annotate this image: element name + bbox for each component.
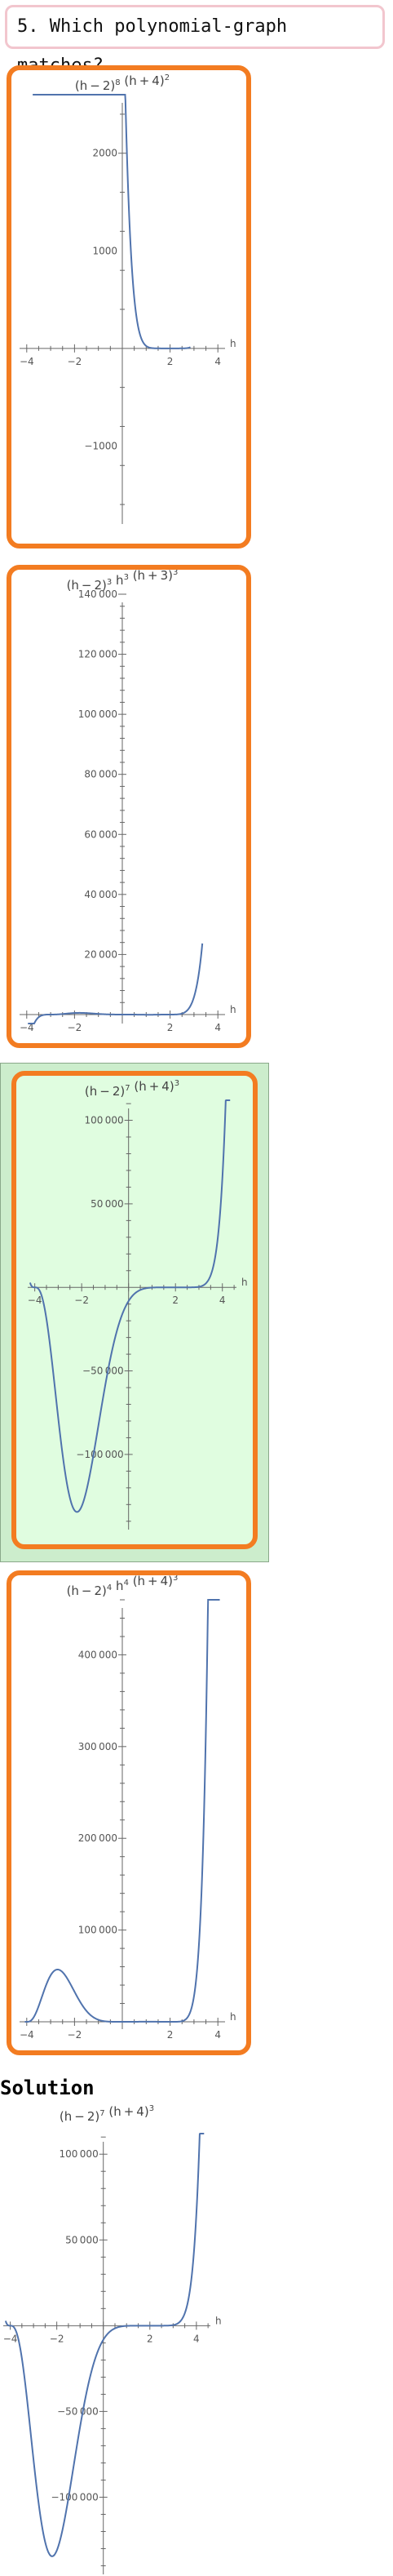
y-tick-label: 200 000	[78, 1832, 117, 1844]
y-tick-label: 100 000	[84, 1115, 123, 1126]
x-tick-label: 4	[214, 1022, 221, 1033]
graph-solution: (h − 2)7 (h + 4)3 −4 −2 2 4 h −100 000 −50 000 5…	[3, 2104, 222, 2574]
x-axis-label: h	[230, 2011, 236, 2023]
y-tick-label: 100 000	[78, 1925, 117, 1936]
y-tick-label: 100 000	[78, 708, 117, 720]
graph-title: (h − 2)4 h4 (h + 4)3	[67, 1575, 179, 1598]
x-tick-label: 4	[193, 2333, 200, 2344]
question-prompt: 5. Which polynomial-graph matches?	[5, 5, 385, 76]
x-tick-label: 4	[214, 2029, 221, 2041]
function-curve	[24, 1599, 220, 2023]
x-tick-label: −4	[28, 1295, 42, 1306]
x-tick-label: 2	[167, 2029, 174, 2041]
x-axis-label: h	[230, 1004, 236, 1015]
solution-heading: Solution	[0, 2076, 95, 2099]
y-tick-label: 1000	[92, 245, 117, 256]
y-tick-label: 140 000	[78, 588, 117, 600]
x-tick-label: −4	[3, 2333, 18, 2344]
function-curve	[33, 94, 191, 349]
x-tick-label: −4	[20, 2029, 34, 2041]
x-tick-label: −4	[20, 1022, 34, 1033]
x-tick-label: 2	[172, 1295, 179, 1306]
graph-title: (h − 2)7 (h + 4)3	[60, 2104, 154, 2124]
x-tick-label: −4	[20, 356, 34, 367]
x-tick-label: 2	[167, 356, 174, 367]
graph-option-4: (h − 2)4 h4 (h + 4)3 −4 −2 2 4h 100 000 200 00…	[20, 1575, 236, 2041]
function-curve	[4, 2133, 205, 2557]
x-tick-label: −2	[68, 1022, 82, 1033]
option-3-selected[interactable]: (h − 2)7 (h + 4)3 −4 −2 2 4 h −100 000 −50 000 5…	[11, 1071, 258, 1549]
y-tick-label: −100 000	[76, 1449, 123, 1460]
y-tick-label: −100 000	[51, 2491, 98, 2503]
y-tick-label: 20 000	[84, 948, 117, 960]
x-tick-label: 4	[219, 1295, 226, 1306]
graph-option-3: (h − 2)7 (h + 4)3 −4 −2 2 4 h −100 000 −50 000 5…	[28, 1079, 248, 1530]
y-tick-label: 50 000	[91, 1198, 124, 1210]
x-axis-label: h	[241, 1277, 248, 1288]
x-tick-label: −2	[68, 356, 82, 367]
y-tick-label: −50 000	[82, 1366, 124, 1377]
x-tick-label: −2	[68, 2029, 82, 2041]
x-tick-label: −2	[74, 1295, 89, 1306]
graph-title: (h − 2)3 h3 (h + 3)3	[67, 570, 179, 593]
y-tick-label: −1000	[84, 440, 117, 451]
function-curve	[28, 943, 204, 1024]
graph-title: (h − 2)8 (h + 4)2	[75, 73, 170, 93]
option-1[interactable]: (h − 2)8 (h + 4)2 −4 −2 2 4 h −1000 1000 2000	[7, 65, 251, 549]
y-tick-label: 50 000	[65, 2234, 99, 2245]
y-tick-label: 60 000	[84, 828, 117, 840]
y-tick-label: −50 000	[57, 2405, 99, 2417]
graph-option-2: (h − 2)3 h3 (h + 3)3 −4 −2 2 4h 20 000 40 000 6…	[20, 570, 236, 1033]
x-tick-label: 2	[167, 1022, 174, 1033]
x-axis-label: h	[230, 338, 236, 349]
y-tick-label: 300 000	[78, 1741, 117, 1752]
graph-title: (h − 2)7 (h + 4)3	[85, 1079, 179, 1099]
x-tick-label: 4	[214, 356, 221, 367]
y-tick-label: 120 000	[78, 649, 117, 660]
y-tick-label: 2000	[92, 148, 117, 159]
y-tick-label: 400 000	[78, 1649, 117, 1660]
graph-option-1: (h − 2)8 (h + 4)2 −4 −2 2 4h −1000 1000 2000	[20, 73, 236, 524]
x-tick-label: −2	[50, 2333, 64, 2344]
y-tick-label: 80 000	[84, 769, 117, 780]
x-axis-label: h	[215, 2315, 222, 2326]
function-curve	[29, 1099, 231, 1513]
option-4[interactable]: (h − 2)4 h4 (h + 4)3 −4 −2 2 4 h 100 000 200 00…	[7, 1570, 251, 2055]
y-tick-label: 100 000	[60, 2148, 99, 2160]
solution-graph-panel: (h − 2)7 (h + 4)3 −4 −2 2 4 h −100 000 −50 000 5…	[0, 2101, 269, 2576]
x-tick-label: 2	[147, 2333, 153, 2344]
y-tick-label: 40 000	[84, 889, 117, 900]
option-2[interactable]: (h − 2)3 h3 (h + 3)3 −4 −2 2 4 h 20 000 40 000 6…	[7, 565, 251, 1048]
